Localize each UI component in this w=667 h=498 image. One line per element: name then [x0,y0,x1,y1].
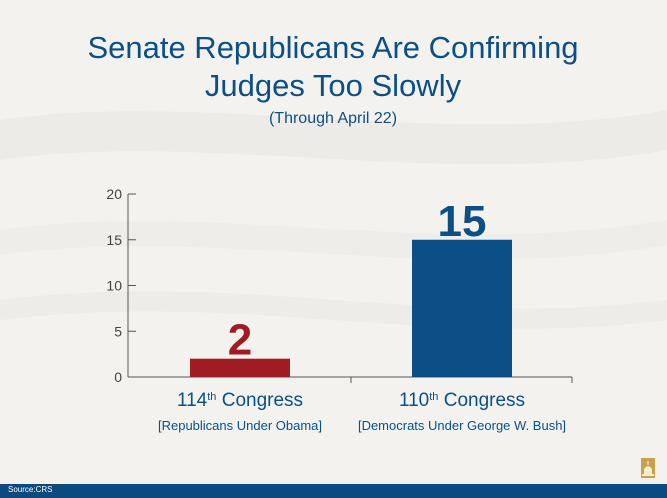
capitol-dome-logo-icon [641,458,655,478]
bar [412,239,512,377]
chart-subtitle: (Through April 22) [269,110,397,127]
bar-value-label: 15 [438,197,487,246]
labels-group: 2 114th Congress [Republicans Under Obama]… [158,197,566,433]
chart-title-line1: Senate Republicans Are Confirming [87,30,578,65]
source-note: Source:CRS [8,485,53,494]
x-category-sublabel: [Democrats Under George W. Bush] [358,418,566,433]
y-tick-label: 10 [106,278,122,294]
bar [190,358,290,377]
y-tick-label: 5 [114,323,122,339]
bar-value-label: 2 [228,316,252,365]
x-category-label: 110th Congress [399,390,525,411]
chart-title-line2: Judges Too Slowly [205,68,462,103]
footer-bar: Source:CRS [0,484,667,498]
x-category-label: 114th Congress [177,390,303,411]
bars-group [190,239,512,377]
y-tick-label: 20 [106,186,122,202]
y-tick-label: 0 [114,369,122,385]
x-category-sublabel: [Republicans Under Obama] [158,418,322,433]
y-tick-label: 15 [106,232,122,248]
